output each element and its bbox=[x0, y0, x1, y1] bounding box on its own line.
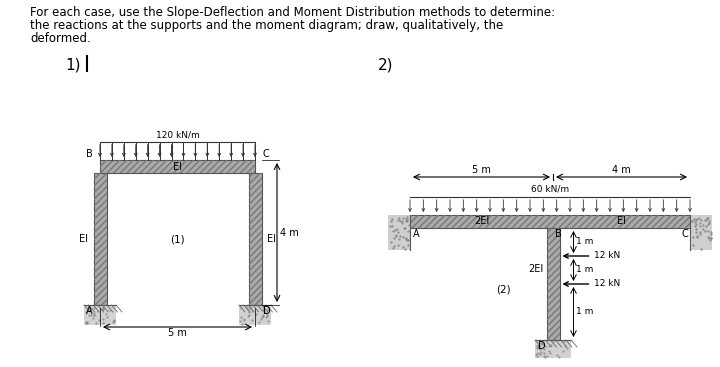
Text: 2EI: 2EI bbox=[528, 264, 544, 274]
Text: (1): (1) bbox=[170, 234, 185, 244]
Text: 12 kN: 12 kN bbox=[595, 251, 621, 261]
Text: 1): 1) bbox=[65, 58, 81, 73]
Bar bbox=[546, 228, 559, 340]
Bar bbox=[410, 215, 690, 228]
Text: 60 kN/m: 60 kN/m bbox=[531, 185, 569, 194]
Text: 1 m: 1 m bbox=[575, 308, 593, 316]
Text: For each case, use the Slope-Deflection and Moment Distribution methods to deter: For each case, use the Slope-Deflection … bbox=[30, 6, 555, 19]
Bar bbox=[535, 340, 571, 358]
Bar bbox=[388, 215, 410, 250]
Bar bbox=[94, 173, 107, 305]
Text: 120 kN/m: 120 kN/m bbox=[156, 130, 199, 139]
Bar bbox=[248, 173, 261, 305]
Bar bbox=[239, 305, 271, 325]
Text: 4 m: 4 m bbox=[280, 228, 299, 237]
Text: D: D bbox=[264, 306, 271, 316]
Text: B: B bbox=[86, 149, 92, 159]
Text: 2EI: 2EI bbox=[474, 217, 489, 226]
Text: EI: EI bbox=[266, 234, 276, 244]
Text: C: C bbox=[681, 229, 688, 239]
Text: 1 m: 1 m bbox=[575, 265, 593, 275]
Text: deformed.: deformed. bbox=[30, 32, 91, 45]
Text: EI: EI bbox=[173, 161, 182, 171]
Text: 4 m: 4 m bbox=[612, 165, 631, 175]
Text: C: C bbox=[263, 149, 269, 159]
Text: EI: EI bbox=[617, 217, 626, 226]
Bar bbox=[100, 160, 255, 173]
Text: 5 m: 5 m bbox=[472, 165, 491, 175]
Text: (2): (2) bbox=[495, 284, 510, 294]
Text: B: B bbox=[555, 229, 562, 239]
Bar bbox=[248, 173, 261, 305]
Text: the reactions at the supports and the moment diagram; draw, qualitatively, the: the reactions at the supports and the mo… bbox=[30, 19, 503, 32]
Text: A: A bbox=[413, 229, 420, 239]
Bar bbox=[84, 305, 116, 325]
Text: D: D bbox=[538, 341, 546, 351]
Bar bbox=[690, 215, 712, 250]
Bar bbox=[94, 173, 107, 305]
Text: 1 m: 1 m bbox=[575, 237, 593, 247]
Text: A: A bbox=[86, 306, 92, 316]
Bar bbox=[546, 228, 559, 340]
Text: 2): 2) bbox=[378, 58, 394, 73]
Text: EI: EI bbox=[79, 234, 89, 244]
Text: 12 kN: 12 kN bbox=[595, 280, 621, 288]
Bar bbox=[100, 160, 255, 173]
Text: 5 m: 5 m bbox=[168, 328, 187, 338]
Bar bbox=[410, 215, 690, 228]
